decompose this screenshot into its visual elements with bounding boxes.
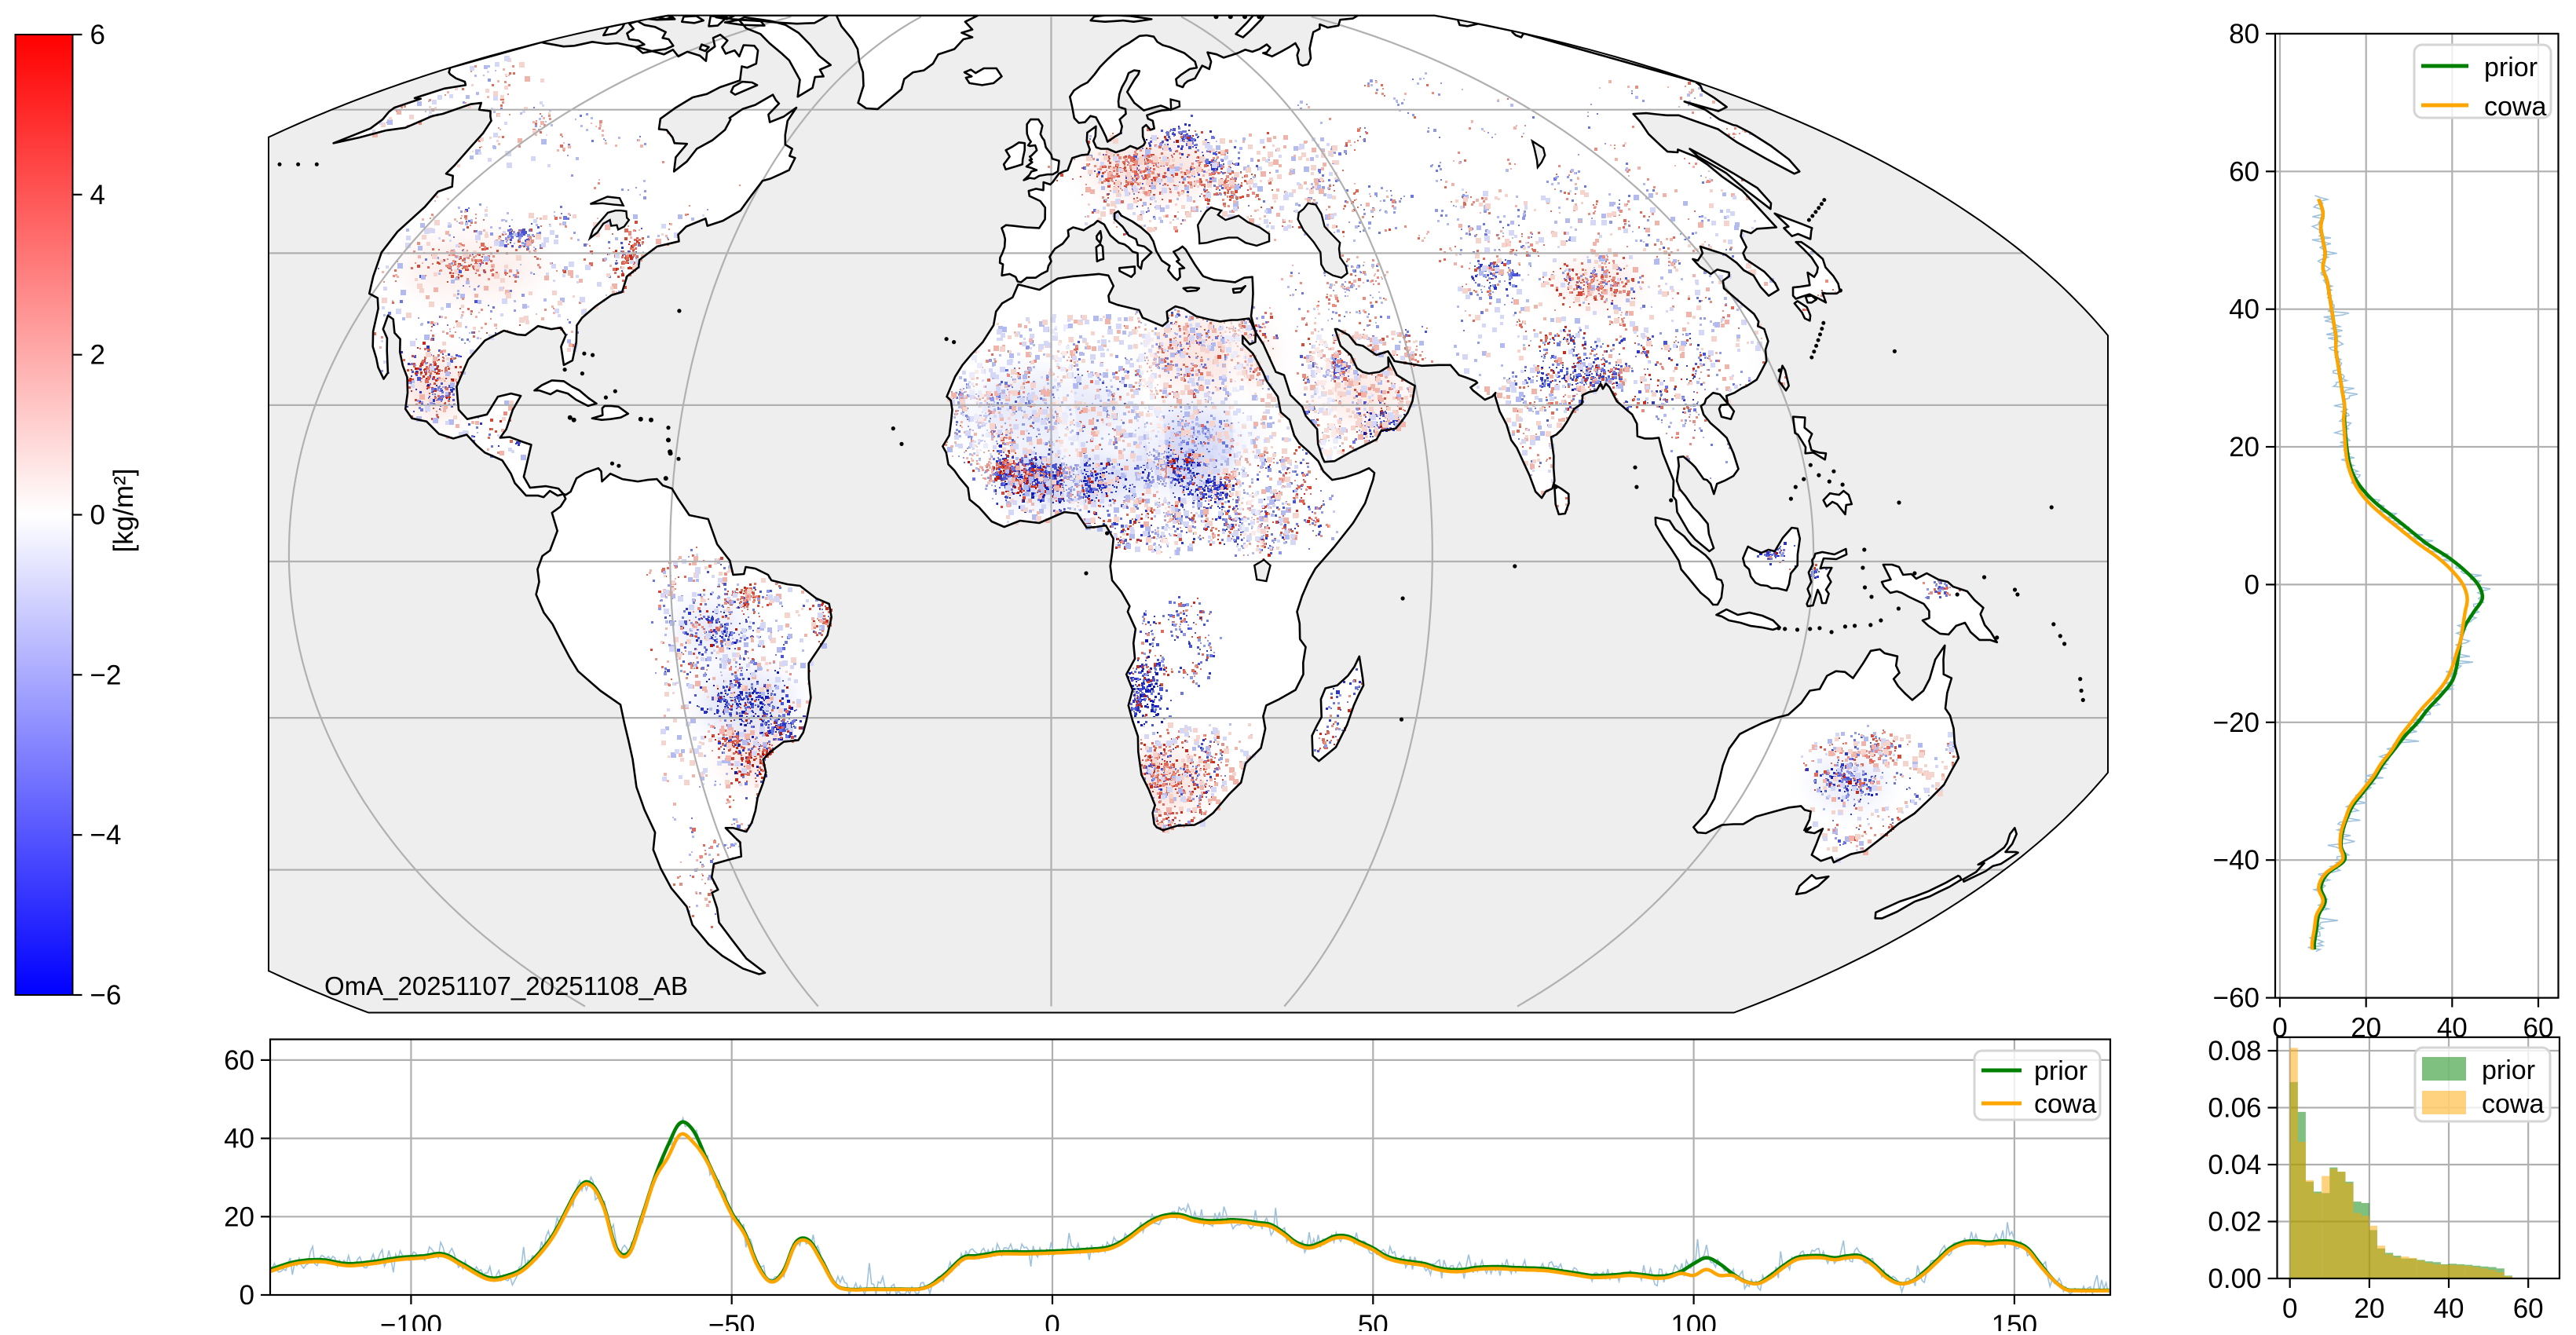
svg-text:40: 40: [224, 1124, 254, 1154]
svg-text:−20: −20: [2213, 708, 2259, 738]
svg-text:−60: −60: [2213, 983, 2259, 1014]
svg-text:prior: prior: [2482, 1055, 2535, 1085]
svg-text:0: 0: [2272, 1013, 2287, 1044]
svg-text:100: 100: [1670, 1310, 1716, 1331]
svg-text:0: 0: [2245, 569, 2259, 600]
svg-text:60: 60: [224, 1045, 254, 1076]
svg-text:cowa: cowa: [2484, 92, 2546, 122]
svg-text:[kg/m²]: [kg/m²]: [108, 469, 139, 553]
svg-text:−4: −4: [90, 820, 122, 850]
svg-text:60: 60: [2513, 1293, 2544, 1324]
svg-text:0.06: 0.06: [2208, 1093, 2261, 1124]
svg-text:0: 0: [1045, 1310, 1059, 1331]
svg-text:20: 20: [2354, 1293, 2384, 1324]
svg-text:0.04: 0.04: [2208, 1150, 2261, 1180]
svg-text:4: 4: [90, 180, 105, 210]
svg-text:0.00: 0.00: [2208, 1264, 2261, 1294]
svg-text:60: 60: [2229, 156, 2259, 187]
svg-text:150: 150: [1992, 1310, 2037, 1331]
svg-text:−50: −50: [708, 1310, 755, 1331]
svg-text:cowa: cowa: [2482, 1089, 2544, 1119]
svg-text:−40: −40: [2213, 845, 2259, 876]
svg-text:−100: −100: [380, 1310, 442, 1331]
svg-text:50: 50: [1358, 1310, 1389, 1331]
svg-text:−2: −2: [90, 660, 122, 690]
svg-text:6: 6: [90, 20, 105, 50]
svg-text:2: 2: [90, 340, 105, 371]
svg-text:prior: prior: [2034, 1056, 2088, 1086]
svg-text:cowa: cowa: [2034, 1089, 2096, 1119]
svg-text:0: 0: [240, 1280, 254, 1311]
svg-text:20: 20: [2229, 432, 2259, 463]
svg-text:40: 40: [2229, 294, 2259, 325]
svg-text:0.08: 0.08: [2208, 1036, 2261, 1066]
svg-text:prior: prior: [2484, 53, 2538, 82]
svg-text:20: 20: [224, 1202, 254, 1232]
svg-text:−6: −6: [90, 980, 122, 1011]
svg-text:0: 0: [2282, 1293, 2297, 1324]
svg-text:0.02: 0.02: [2208, 1207, 2261, 1238]
svg-text:40: 40: [2434, 1293, 2464, 1324]
svg-text:0: 0: [90, 500, 105, 531]
svg-text:OmA_20251107_20251108_AB: OmA_20251107_20251108_AB: [324, 971, 688, 1000]
svg-text:80: 80: [2229, 19, 2259, 49]
